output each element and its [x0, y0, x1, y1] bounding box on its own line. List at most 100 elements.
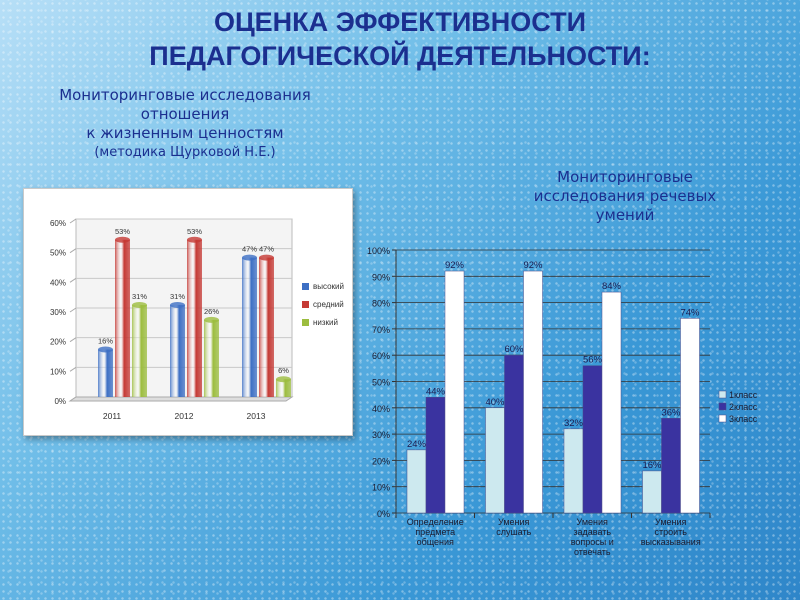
grid-diagonal — [69, 277, 77, 283]
bar — [661, 418, 681, 514]
legend-label: 1класс — [729, 390, 758, 400]
bar — [444, 270, 465, 514]
legend-swatch — [718, 402, 727, 411]
bar — [132, 305, 147, 397]
bar-top — [170, 302, 185, 309]
bar — [187, 239, 202, 397]
bar — [276, 379, 291, 397]
legend-label: 2класс — [729, 402, 758, 412]
x-tick-label: отвечать — [574, 547, 611, 557]
y-tick-label: 40% — [50, 278, 66, 287]
data-label: 92% — [523, 260, 543, 271]
data-label: 31% — [170, 292, 185, 301]
data-label: 53% — [115, 227, 130, 236]
legend-label: высокий — [313, 282, 344, 291]
x-tick-label: слушать — [496, 527, 531, 537]
x-tick-label: высказывания — [641, 537, 701, 547]
right-heading-line-2: исследования речевых — [533, 187, 717, 205]
x-tick-label: Умения — [498, 517, 530, 527]
y-tick-label: 80% — [372, 299, 390, 309]
data-label: 32% — [564, 418, 584, 429]
y-tick-label: 60% — [372, 351, 390, 361]
bar-top — [115, 236, 130, 243]
x-tick-label: Определение — [407, 517, 464, 527]
data-label: 24% — [407, 439, 427, 450]
bar — [523, 270, 543, 514]
left-heading-line-3: к жизненным ценностям — [86, 124, 284, 142]
chart-floor — [68, 396, 294, 402]
x-tick-label: вопросы и — [571, 537, 614, 547]
y-tick-label: 30% — [372, 430, 390, 440]
data-label: 53% — [187, 227, 202, 236]
speech-skills-bar-chart: 0% 10% 20% 30% 40% 50% 60% 70% 80% 90% 100% 24% 44% 9… — [367, 246, 758, 557]
legend-label: низкий — [313, 318, 338, 327]
data-label: 26% — [204, 307, 219, 316]
y-tick-label: 100% — [367, 246, 390, 256]
bar — [242, 257, 257, 397]
x-tick-label: 2012 — [175, 411, 194, 421]
y-tick-label: 20% — [372, 456, 390, 466]
data-label: 47% — [242, 245, 257, 254]
data-label: 84% — [602, 281, 622, 292]
data-label: 36% — [661, 407, 681, 418]
page-title-line-2: ПЕДАГОГИЧЕСКОЙ ДЕЯТЕЛЬНОСТИ: — [149, 41, 651, 71]
grid-diagonal — [69, 248, 77, 254]
data-label: 56% — [583, 355, 603, 366]
bar — [563, 428, 584, 514]
bar-top — [276, 376, 291, 383]
x-tick-label: общения — [417, 537, 454, 547]
legend-swatch — [718, 390, 727, 399]
values-bar-chart: 0% 10% 20% 30% 40% 50% 60% 16% 53% 31% 2011 31% 53% 2… — [50, 218, 344, 421]
bar-top — [204, 316, 219, 323]
left-heading-line-4: (методика Щурковой Н.Е.) — [94, 145, 276, 160]
data-label: 6% — [278, 366, 289, 375]
bar — [504, 354, 524, 514]
data-label: 92% — [445, 260, 465, 271]
x-tick-label: Умения — [655, 517, 687, 527]
data-label: 16% — [98, 337, 113, 346]
data-label: 31% — [132, 292, 147, 301]
bar-top — [242, 254, 257, 261]
x-tick-label: Умения — [577, 517, 609, 527]
left-heading-line-2: отношения — [140, 105, 230, 123]
x-tick-label: предмета — [415, 527, 455, 537]
bar — [601, 291, 622, 514]
bar — [425, 397, 446, 514]
grid-diagonal — [69, 218, 77, 224]
grid-diagonal — [69, 337, 77, 343]
bar — [204, 319, 219, 397]
y-tick-label: 0% — [54, 397, 66, 406]
y-tick-label: 30% — [50, 308, 66, 317]
bar-top — [98, 346, 113, 353]
bar — [98, 349, 113, 397]
y-tick-label: 10% — [50, 367, 66, 376]
grid-diagonal — [69, 366, 77, 372]
data-label: 47% — [259, 245, 274, 254]
bar-top — [132, 302, 147, 309]
bar — [582, 365, 603, 514]
bar-top — [259, 254, 274, 261]
left-heading-line-1: Мониторинговые исследования — [59, 86, 311, 104]
legend-swatch — [302, 301, 309, 308]
page-title-line-1: ОЦЕНКА ЭФФЕКТИВНОСТИ — [213, 7, 587, 37]
bar-top — [187, 236, 202, 243]
right-chart-heading: Мониторинговые исследования речевых умен… — [475, 168, 775, 225]
legend-swatch — [302, 283, 309, 290]
speech-skills-chart-panel: 0% 10% 20% 30% 40% 50% 60% 70% 80% 90% 100% 24% 44% 9… — [350, 238, 790, 583]
y-tick-label: 0% — [377, 509, 390, 519]
y-tick-label: 20% — [50, 338, 66, 347]
legend-swatch — [302, 319, 309, 326]
x-tick-label: 2013 — [247, 411, 266, 421]
legend-label: 3класс — [729, 414, 758, 424]
bar — [406, 449, 427, 514]
bar — [485, 407, 505, 514]
x-tick-label: строить — [655, 527, 688, 537]
data-label: 74% — [680, 307, 700, 318]
y-tick-label: 40% — [372, 404, 390, 414]
y-tick-label: 60% — [50, 219, 66, 228]
bar — [642, 470, 662, 514]
y-tick-label: 50% — [372, 378, 390, 388]
values-chart-panel: 0% 10% 20% 30% 40% 50% 60% 16% 53% 31% 2011 31% 53% 2… — [23, 188, 353, 436]
data-label: 44% — [426, 386, 446, 397]
bar — [259, 257, 274, 397]
